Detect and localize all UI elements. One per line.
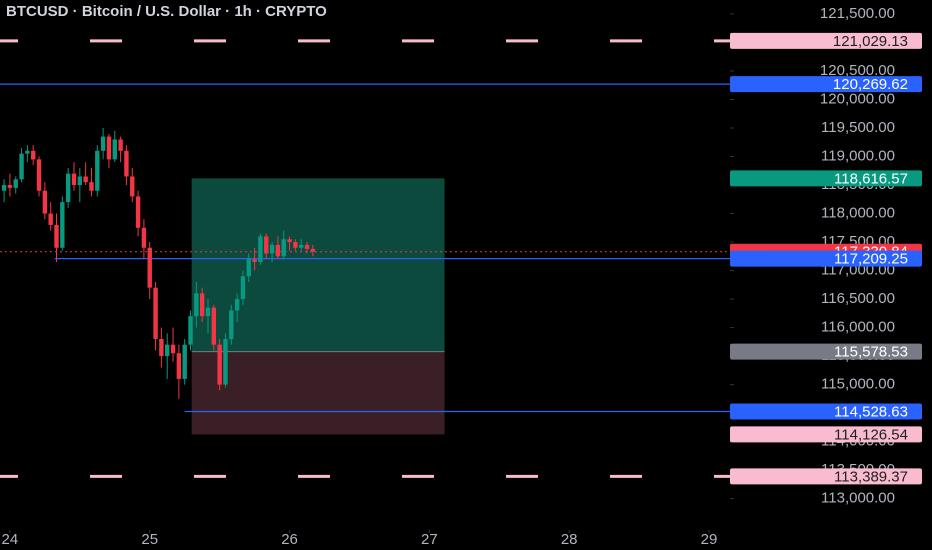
candle-body: [246, 259, 251, 277]
candle-body: [7, 185, 13, 188]
candle-body: [205, 307, 211, 317]
price-badge-label: 117,209.25: [834, 251, 908, 268]
y-tick-label: 121,500.00: [820, 5, 895, 22]
candles: [1, 128, 316, 399]
x-tick-label: 27: [421, 531, 438, 548]
candle-body: [100, 136, 106, 151]
y-tick-label: 120,500.00: [820, 62, 895, 79]
candle-body: [275, 244, 281, 257]
y-tick-label: 118,000.00: [821, 205, 895, 222]
candle-body: [19, 153, 24, 180]
price-badge: [730, 468, 922, 485]
y-tick-label: 119,000.00: [821, 147, 895, 164]
price-badge: [730, 343, 922, 360]
badges: 121,029.13120,269.62118,616.57117,330.84…: [730, 32, 922, 485]
candle-body: [31, 150, 36, 160]
position-loss: [191, 351, 445, 435]
candle-body: [147, 247, 152, 288]
candle-body: [287, 239, 292, 243]
price-badge-label: 114,528.63: [834, 403, 908, 420]
candle-body: [159, 338, 164, 357]
candle-body: [165, 344, 170, 357]
candle-body: [258, 236, 263, 263]
candle-body: [60, 202, 65, 248]
candle-body: [229, 310, 234, 339]
candle-body: [25, 150, 30, 154]
price-badge: [730, 32, 922, 49]
price-badge-label: 115,578.53: [834, 344, 908, 361]
price-badge-label: 113,389.37: [834, 468, 908, 485]
candle-body: [130, 176, 135, 197]
candle-body: [54, 224, 59, 248]
back-layer: [0, 39, 730, 478]
candle-body: [42, 190, 48, 214]
x-tick-label: 28: [561, 531, 578, 548]
candle-body: [269, 244, 275, 254]
candle-body: [188, 316, 193, 345]
candle-body: [153, 287, 158, 339]
price-badge-label: 120,269.62: [833, 76, 908, 93]
candle-body: [13, 179, 18, 188]
candle-body: [217, 344, 222, 385]
x-tick-label: 24: [2, 531, 19, 548]
candle-body: [135, 196, 141, 228]
price-badge: [730, 403, 922, 420]
candle-body: [182, 344, 187, 379]
candle-body: [199, 293, 205, 317]
candle-body: [281, 239, 286, 257]
candle-body: [106, 136, 112, 160]
candle-body: [65, 173, 71, 203]
y-tick-label: 116,500.00: [821, 290, 895, 307]
candle-body: [71, 173, 77, 186]
candle-body: [234, 299, 240, 311]
candle-body: [77, 176, 83, 186]
candle-body: [293, 242, 298, 248]
candle-body: [89, 182, 94, 191]
y-tick-label: 116,000.00: [821, 319, 895, 336]
candle-body: [240, 276, 246, 300]
candle-body: [310, 248, 316, 252]
candle-body: [223, 338, 228, 385]
price-badge-label: 118,616.57: [834, 170, 908, 187]
y-tick-label: 120,000.00: [820, 90, 895, 107]
candle-body: [211, 307, 217, 345]
candle-body: [124, 150, 129, 177]
candle-body: [176, 353, 182, 379]
candle-body: [170, 344, 176, 354]
y-tick-label: 115,000.00: [821, 376, 895, 393]
candle-body: [252, 259, 257, 263]
candle-body: [304, 244, 310, 249]
candle-body: [83, 176, 88, 183]
candle-body: [95, 150, 100, 191]
x-tick-label: 26: [281, 531, 298, 548]
price-badge: [730, 250, 922, 267]
price-badge: [730, 76, 922, 93]
price-badge: [730, 170, 922, 187]
price-badge-label: 114,126.54: [834, 426, 908, 443]
x-tick-label: 25: [141, 531, 158, 548]
candle-body: [48, 213, 53, 225]
x-tick-label: 29: [701, 531, 718, 548]
y-tick-label: 113,000.00: [821, 490, 895, 507]
price-badge-label: 121,029.13: [833, 33, 908, 50]
candle-body: [36, 159, 42, 191]
candle-body: [194, 293, 199, 317]
candle-body: [264, 236, 269, 254]
candle-body: [118, 139, 123, 151]
y-tick-label: 119,500.00: [821, 119, 895, 136]
price-badge: [730, 426, 922, 443]
candle-body: [1, 185, 7, 191]
candle-body: [141, 227, 147, 248]
candle-body: [112, 139, 117, 160]
candle-body: [299, 244, 304, 248]
chart-title: BTCUSD · Bitcoin / U.S. Dollar · 1h · CR…: [6, 3, 327, 20]
position-profit: [191, 178, 445, 352]
